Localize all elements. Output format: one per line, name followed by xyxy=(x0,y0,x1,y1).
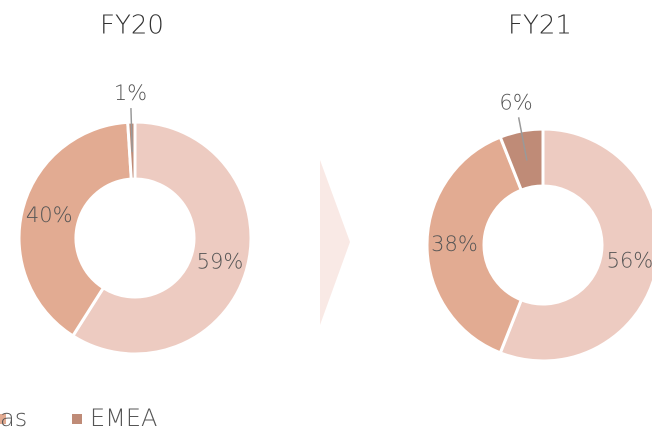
chart-title: FY20 xyxy=(100,11,164,41)
donut-slice xyxy=(17,120,133,339)
donut-slice xyxy=(498,127,545,193)
legend-label: EMEA xyxy=(90,404,157,431)
donut-slice xyxy=(425,135,524,355)
data-label: 59% xyxy=(197,250,244,274)
donut-slice xyxy=(70,120,253,356)
data-label: 1% xyxy=(114,81,147,105)
leader-line xyxy=(517,117,528,161)
data-label: 38% xyxy=(431,232,478,256)
data-label: 40% xyxy=(26,203,73,227)
leader-line xyxy=(130,108,134,153)
arrow xyxy=(320,160,350,325)
legend-swatch xyxy=(0,414,6,424)
data-label: 56% xyxy=(607,249,652,273)
donut-slice xyxy=(126,120,137,181)
donut-slice xyxy=(498,127,652,363)
data-label: 6% xyxy=(499,91,532,115)
chart-title: FY21 xyxy=(508,11,572,41)
legend-swatch xyxy=(72,414,82,424)
legend-label: as xyxy=(0,404,27,431)
